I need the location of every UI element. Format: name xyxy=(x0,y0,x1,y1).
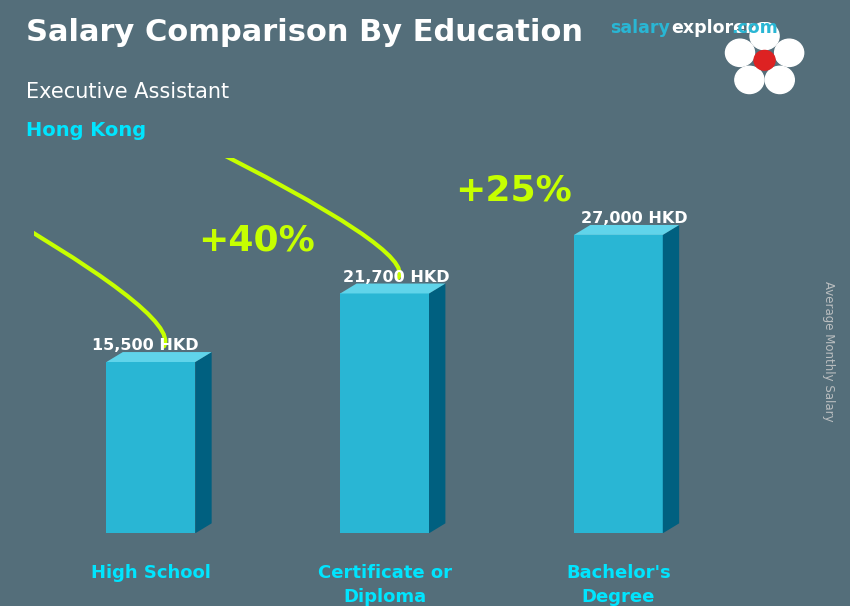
Text: .com: .com xyxy=(731,19,778,38)
Text: 15,500 HKD: 15,500 HKD xyxy=(93,338,199,353)
Text: Hong Kong: Hong Kong xyxy=(26,121,145,140)
Polygon shape xyxy=(574,235,663,533)
FancyArrowPatch shape xyxy=(0,0,166,347)
Polygon shape xyxy=(663,225,679,533)
Text: Executive Assistant: Executive Assistant xyxy=(26,82,229,102)
Text: Average Monthly Salary: Average Monthly Salary xyxy=(822,281,836,422)
Polygon shape xyxy=(106,362,196,533)
Circle shape xyxy=(754,50,775,70)
Polygon shape xyxy=(106,352,212,362)
Circle shape xyxy=(725,39,755,67)
Text: Certificate or
Diploma: Certificate or Diploma xyxy=(318,564,451,606)
Circle shape xyxy=(774,39,804,67)
Text: 21,700 HKD: 21,700 HKD xyxy=(343,270,449,285)
Text: Bachelor's
Degree: Bachelor's Degree xyxy=(566,564,671,606)
Polygon shape xyxy=(196,352,212,533)
Text: Salary Comparison By Education: Salary Comparison By Education xyxy=(26,18,582,47)
Text: High School: High School xyxy=(91,564,211,582)
Polygon shape xyxy=(340,293,429,533)
Polygon shape xyxy=(574,225,679,235)
Circle shape xyxy=(735,66,764,93)
Text: explorer: explorer xyxy=(672,19,754,38)
Polygon shape xyxy=(429,284,445,533)
Polygon shape xyxy=(340,284,445,293)
Text: 27,000 HKD: 27,000 HKD xyxy=(581,211,688,226)
Text: +40%: +40% xyxy=(198,224,314,258)
FancyArrowPatch shape xyxy=(0,0,400,278)
Text: salary: salary xyxy=(610,19,670,38)
Text: +25%: +25% xyxy=(455,174,571,208)
Circle shape xyxy=(750,22,779,50)
Circle shape xyxy=(765,66,794,93)
